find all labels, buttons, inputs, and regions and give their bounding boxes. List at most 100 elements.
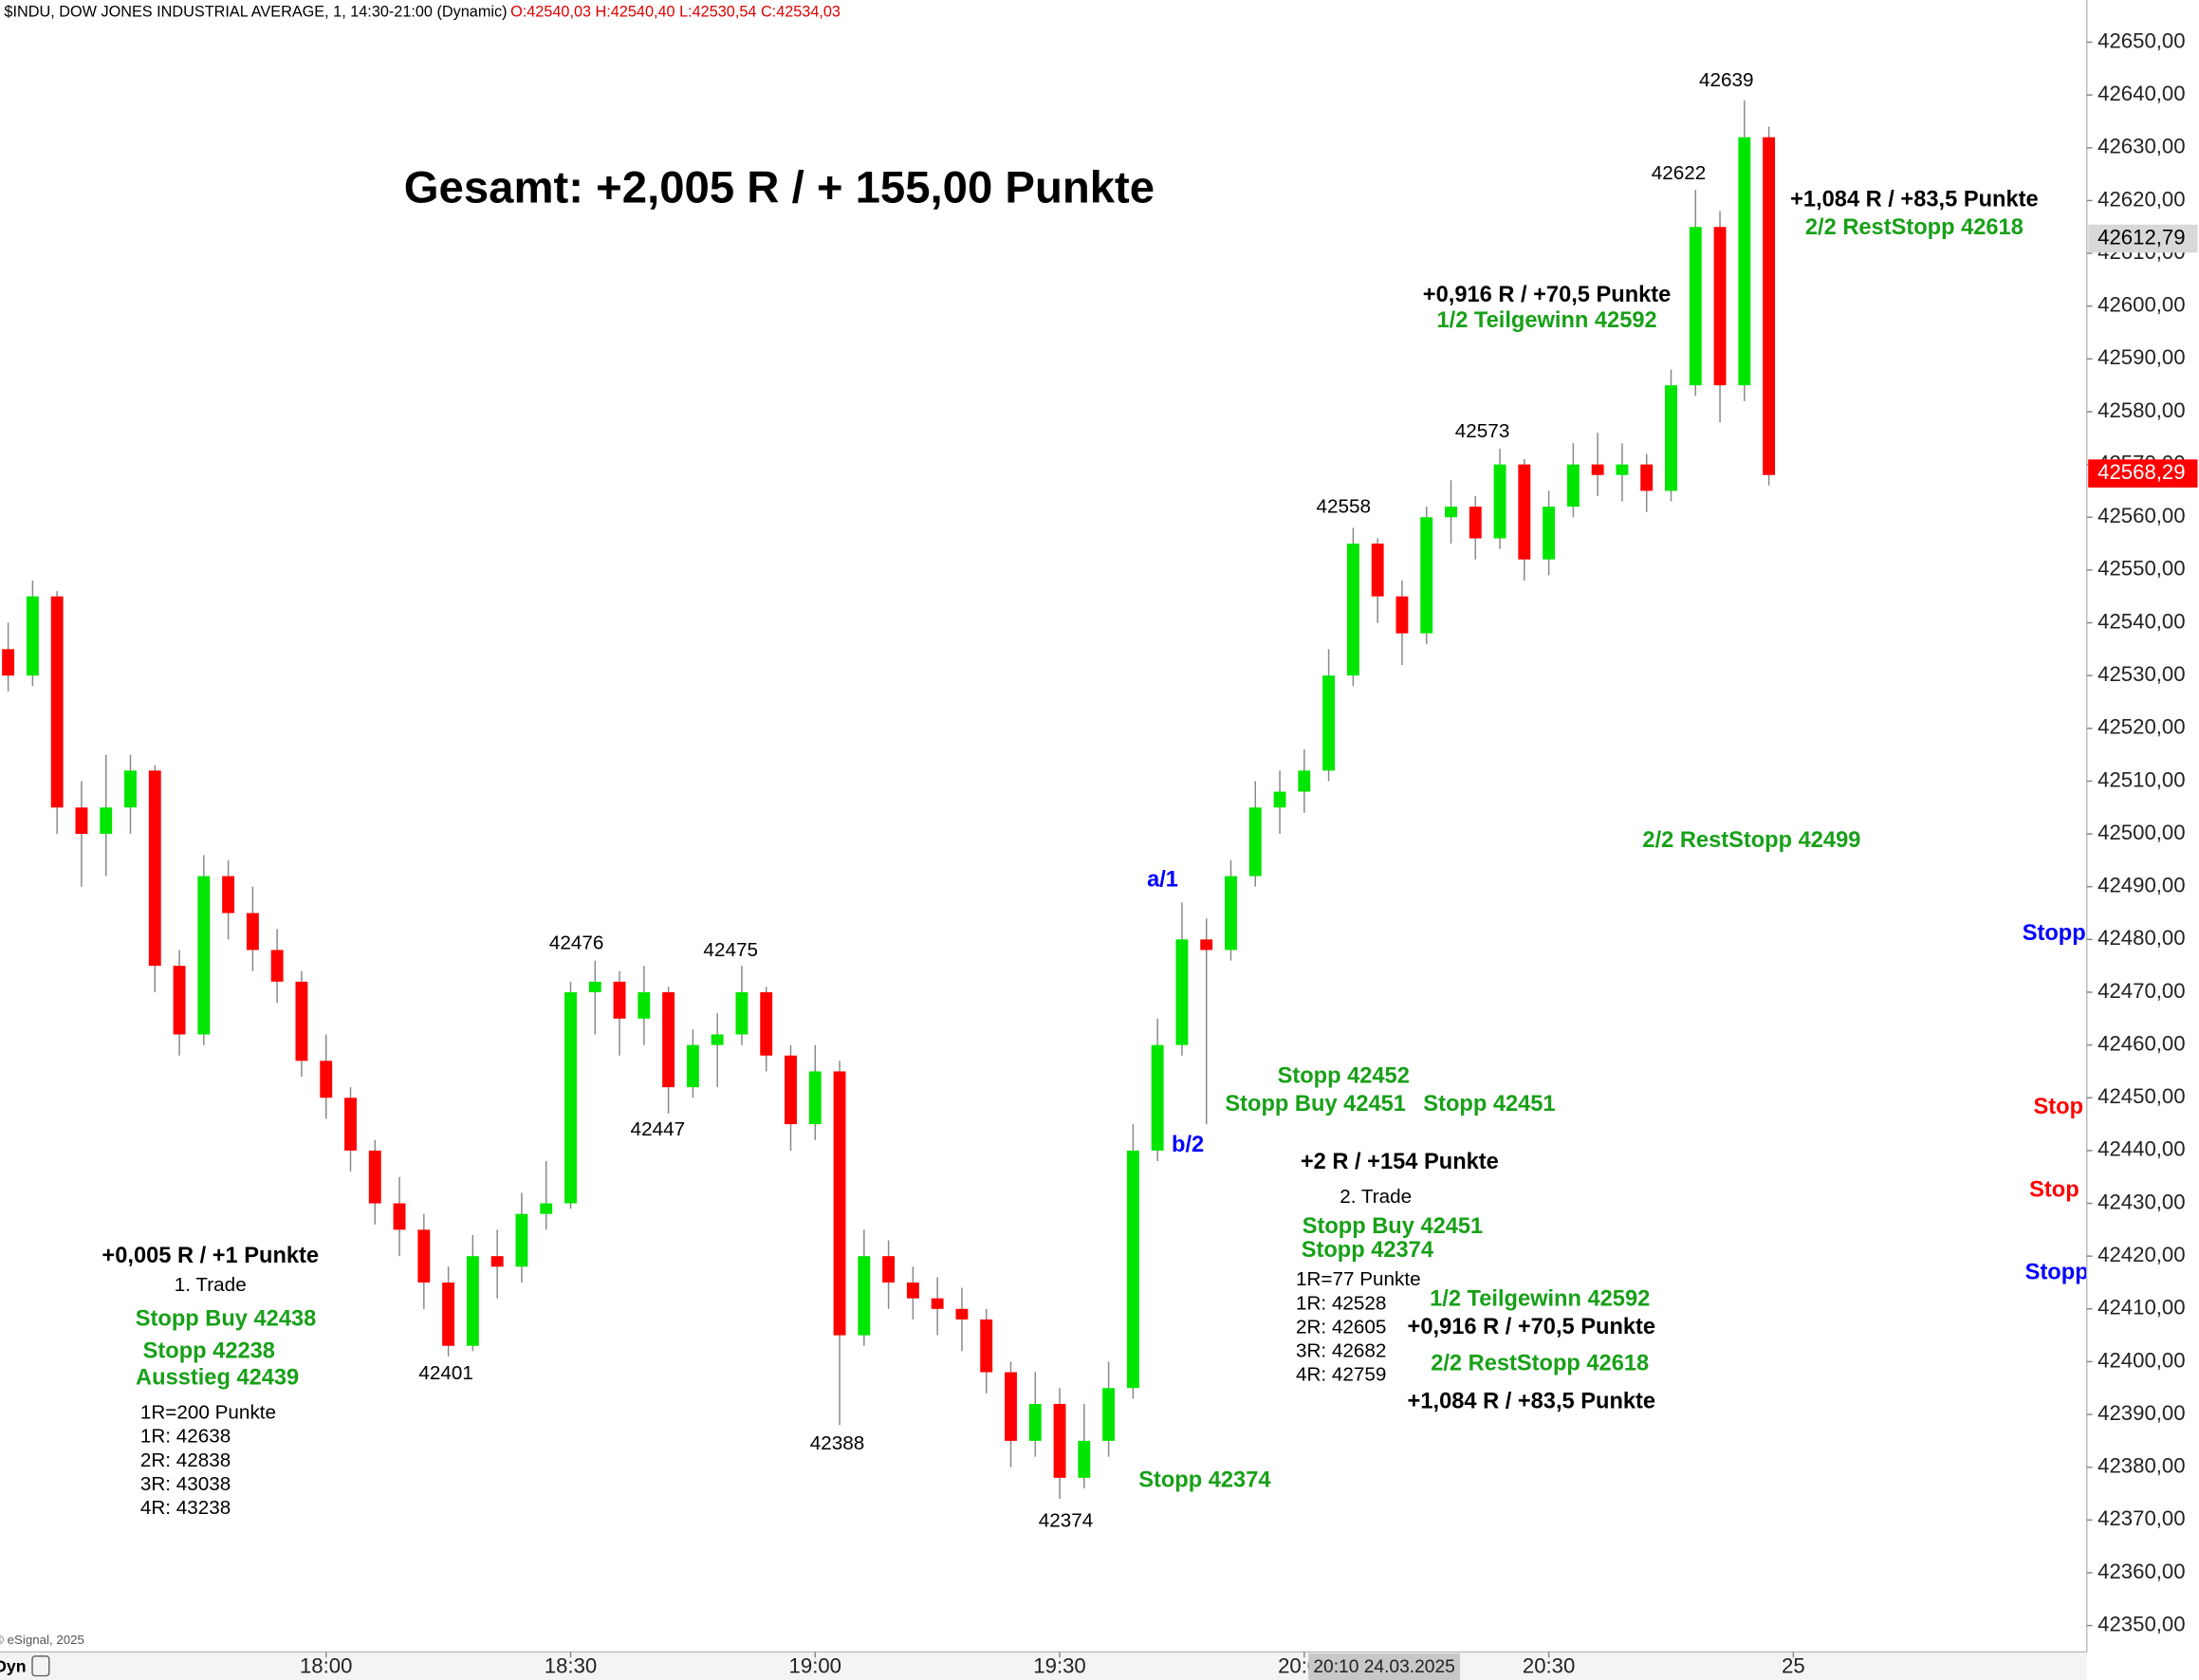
annotation: +1,084 R / +83,5 Punkte — [1408, 1390, 1656, 1414]
candle-body — [906, 1282, 919, 1299]
price-axis-panel — [2086, 0, 2199, 1680]
candle-body — [1371, 544, 1384, 597]
candle-body — [931, 1298, 944, 1309]
annotation: 2/2 RestStopp 42499 — [1642, 828, 1860, 853]
x-tick-label: 18:30 — [545, 1654, 597, 1678]
annotation: Stopp Buy 42451 — [1225, 1092, 1406, 1117]
candle-body — [1640, 464, 1654, 491]
annotation: Stopp — [2023, 921, 2086, 946]
candle-body — [1543, 507, 1556, 560]
annotation: 1/2 Teilgewinn 42592 — [1437, 308, 1657, 333]
candle-body — [100, 807, 113, 835]
annotation: 42573 — [1455, 420, 1510, 442]
annotation: +0,916 R / +70,5 Punkte — [1408, 1315, 1656, 1339]
candle-body — [2, 649, 15, 676]
x-tick-label: 20:30 — [1523, 1654, 1575, 1678]
candle-body — [1346, 544, 1359, 676]
annotation: 3R: 42682 — [1296, 1340, 1386, 1362]
annotation: 42388 — [810, 1432, 865, 1454]
annotation: 2. Trade — [1340, 1186, 1412, 1208]
annotation: 2/2 RestStopp 42618 — [1805, 215, 2023, 240]
annotation: 42558 — [1316, 496, 1371, 518]
annotation: 1. Trade — [175, 1274, 247, 1296]
lock-icon[interactable] — [31, 1655, 50, 1677]
annotation: Stopp 42451 — [1423, 1092, 1555, 1117]
x-tick-label: 25 — [1782, 1654, 1805, 1678]
annotation: Stop — [2029, 1177, 2079, 1202]
annotation: Stopp 42374 — [1138, 1468, 1271, 1492]
quote: O:42540,03 H:42540,40 L:42530,54 C:42534… — [510, 4, 841, 21]
y-tick-label: 42470,00 — [2097, 979, 2185, 1003]
candle-body — [1298, 770, 1311, 792]
annotation: Stop — [2034, 1095, 2084, 1119]
annotation: Stopp 42238 — [143, 1338, 275, 1363]
candle-body — [26, 596, 39, 676]
candle-body — [270, 950, 284, 982]
candle-body — [1738, 137, 1751, 386]
candle-body — [1126, 1150, 1139, 1389]
y-tick-label: 42410,00 — [2097, 1296, 2185, 1320]
candle-body — [1395, 596, 1409, 634]
y-tick-label: 42440,00 — [2097, 1137, 2185, 1161]
candle-body — [1493, 464, 1506, 539]
annotation: Stopp — [2025, 1261, 2089, 1285]
y-tick-label: 42580,00 — [2097, 398, 2185, 422]
candle-body — [442, 1282, 455, 1346]
candle-body — [613, 981, 626, 1019]
candle-body — [1200, 939, 1213, 951]
annotation: 1R: 42528 — [1296, 1292, 1386, 1314]
footer-label: Dyn — [0, 1656, 27, 1675]
y-tick-label: 42530,00 — [2097, 662, 2185, 686]
y-tick-label: 42620,00 — [2097, 187, 2185, 211]
annotation: 42622 — [1652, 162, 1707, 184]
y-tick-label: 42520,00 — [2097, 715, 2185, 739]
y-tick-label: 42650,00 — [2097, 28, 2185, 52]
candle-body — [148, 770, 161, 967]
candle-body — [711, 1034, 724, 1045]
candle-body — [50, 596, 64, 808]
candle-body — [246, 913, 259, 951]
y-tick-label: 42460,00 — [2097, 1031, 2185, 1055]
candle-body — [1420, 517, 1433, 634]
candle-body — [1151, 1044, 1164, 1151]
candle-body — [295, 981, 308, 1062]
y-tick-label: 42480,00 — [2097, 926, 2185, 950]
y-tick-label: 42500,00 — [2097, 821, 2185, 844]
y-tick-label: 42550,00 — [2097, 557, 2185, 581]
candle-body — [1102, 1388, 1116, 1441]
candle-body — [808, 1071, 822, 1125]
annotation: 42401 — [418, 1362, 473, 1384]
price-box — [2088, 224, 2198, 253]
candle-body — [466, 1256, 479, 1346]
chart-subtitle: $INDU, DOW JONES INDUSTRIAL AVERAGE, 1, … — [4, 4, 507, 21]
candle-body — [1078, 1440, 1091, 1478]
candle-body — [1322, 675, 1336, 771]
annotation: 1R=200 Punkte — [140, 1402, 276, 1424]
annotation: 42639 — [1699, 69, 1754, 91]
annotation: 42476 — [549, 932, 604, 953]
candle-body — [75, 807, 88, 835]
y-tick-label: 42490,00 — [2097, 874, 2185, 897]
candle-body — [858, 1256, 871, 1336]
annotation: Stopp Buy 42438 — [136, 1306, 317, 1331]
annotation: +0,005 R / +1 Punkte — [102, 1244, 319, 1268]
plot-area: 42639 42622 42573 42558 42476 42475 42447 42401… — [2, 69, 2089, 1531]
y-tick-label: 42370,00 — [2097, 1506, 2185, 1530]
y-tick-label: 42510,00 — [2097, 767, 2185, 791]
candle-body — [1591, 464, 1604, 475]
candle-body — [1763, 137, 1776, 475]
candle-body — [686, 1044, 699, 1088]
annotation: Ausstieg 42439 — [136, 1365, 299, 1390]
annotation: +0,916 R / +70,5 Punkte — [1423, 283, 1672, 307]
candle-body — [344, 1098, 357, 1151]
candle-body — [320, 1061, 333, 1098]
annotation: +1,084 R / +83,5 Punkte — [1790, 188, 2039, 212]
candle-body — [515, 1213, 528, 1267]
candle-body — [760, 991, 773, 1056]
candle-body — [662, 991, 675, 1088]
candle-body — [1053, 1403, 1066, 1478]
annotation: 42374 — [1039, 1509, 1094, 1531]
annotation: 4R: 43238 — [140, 1497, 231, 1519]
